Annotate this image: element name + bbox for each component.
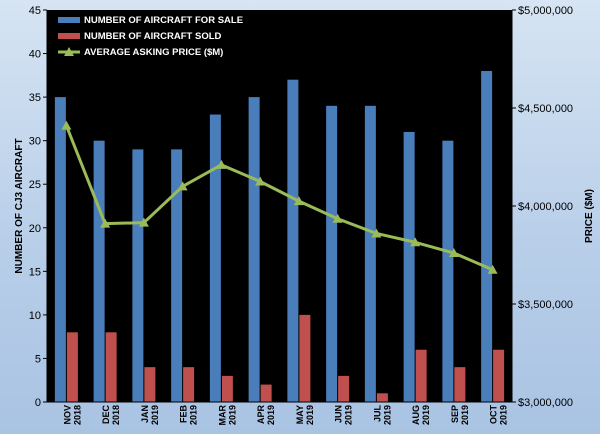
bar-sold <box>376 393 388 402</box>
price-marker <box>371 228 382 238</box>
right-tick-label: $3,500,000 <box>518 299 573 311</box>
x-tick-label: OCT2019 <box>489 405 509 426</box>
bar-for-sale <box>171 149 183 402</box>
price-line-group <box>61 120 498 274</box>
legend-marker <box>64 47 74 56</box>
bar-for-sale <box>326 105 338 403</box>
left-tick-label: 25 <box>29 179 41 191</box>
legend-swatch <box>58 33 80 39</box>
legend: NUMBER OF AIRCRAFT FOR SALE NUMBER OF AIR… <box>58 15 243 58</box>
y-axis-label: NUMBER OF CJ3 AIRCRAFT <box>14 138 25 273</box>
price-marker <box>448 248 459 258</box>
x-tick-label: JUL2019 <box>372 405 392 426</box>
right-axis: $3,000,000 $3,500,000 $4,000,000 $4,500,000… <box>511 5 573 409</box>
left-tick-label: 20 <box>29 223 41 235</box>
x-tick-label: FEB2019 <box>179 404 199 425</box>
price-marker <box>138 217 149 227</box>
bar-for-sale <box>132 149 144 402</box>
left-tick-label: 15 <box>29 266 41 278</box>
left-tick-label: 45 <box>29 5 41 17</box>
left-axis: 0 5 10 15 20 25 30 35 40 45 <box>29 5 48 409</box>
bar-sold <box>144 367 156 402</box>
price-marker <box>255 176 266 186</box>
bar-sold <box>260 384 272 402</box>
right-tick-label: $4,000,000 <box>518 201 573 213</box>
x-tick-label: JAN2019 <box>140 405 160 425</box>
bar-for-sale <box>248 97 260 402</box>
left-tick-label: 10 <box>29 310 41 322</box>
x-tick-label: MAY2019 <box>295 405 315 425</box>
x-tick-label: JUN2019 <box>334 405 354 425</box>
bar-sold <box>105 332 117 402</box>
bar-sold <box>493 349 505 402</box>
bar-sold <box>338 375 350 402</box>
price-marker <box>487 264 498 274</box>
price-marker <box>293 196 304 206</box>
bar-sold <box>183 367 195 402</box>
price-marker <box>216 159 227 169</box>
left-tick-label: 0 <box>35 397 41 409</box>
right-tick-label: $4,500,000 <box>518 103 573 115</box>
legend-label: NUMBER OF AIRCRAFT FOR SALE <box>84 15 243 26</box>
x-tick-label: DEC2018 <box>101 405 121 426</box>
left-tick-label: 35 <box>29 92 41 104</box>
bar-for-sale <box>54 97 66 402</box>
left-tick-label: 5 <box>35 353 41 365</box>
bar-sold <box>454 367 466 402</box>
x-tick-label: MAR2019 <box>217 405 237 426</box>
price-marker <box>410 237 421 247</box>
bar-for-sale <box>364 105 376 403</box>
x-axis: NOV2018 DEC2018 JAN2019 FEB2019 MAR2019 APR20… <box>47 401 512 426</box>
bar-for-sale <box>93 140 105 402</box>
left-tick-label: 40 <box>29 49 41 61</box>
price-marker <box>61 120 72 130</box>
x-tick-label: NOV2018 <box>62 405 82 425</box>
legend-label: NUMBER OF AIRCRAFT SOLD <box>84 31 222 42</box>
bar-sold <box>66 332 78 402</box>
bars-group <box>54 70 505 403</box>
bar-sold <box>415 349 427 402</box>
bar-for-sale <box>287 79 299 402</box>
bar-for-sale <box>481 70 493 402</box>
price-line <box>64 125 494 272</box>
right-tick-label: $5,000,000 <box>518 5 573 17</box>
x-tick-label: AUG2019 <box>411 405 431 425</box>
y2-axis-label: PRICE ($M) <box>584 189 595 243</box>
bar-for-sale <box>403 131 415 402</box>
legend-swatch <box>58 17 80 23</box>
price-marker <box>100 218 111 228</box>
price-marker <box>177 181 188 191</box>
bar-for-sale <box>209 114 221 403</box>
price-marker <box>332 213 343 223</box>
x-tick-label: APR2019 <box>256 405 276 426</box>
bar-for-sale <box>442 140 454 402</box>
legend-label: AVERAGE ASKING PRICE ($M) <box>84 47 223 58</box>
plot-area <box>47 10 512 402</box>
left-tick-label: 30 <box>29 136 41 148</box>
right-tick-label: $3,000,000 <box>518 397 573 409</box>
x-tick-label: SEP2019 <box>450 405 470 425</box>
bar-sold <box>221 375 233 402</box>
bar-sold <box>299 314 311 402</box>
